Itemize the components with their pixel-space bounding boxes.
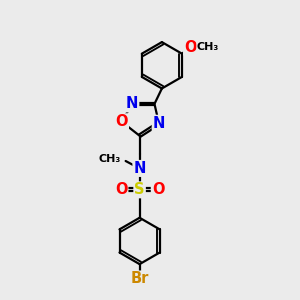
Text: O: O bbox=[152, 182, 164, 197]
Text: N: N bbox=[126, 96, 138, 111]
Text: O: O bbox=[184, 40, 197, 55]
Text: CH₃: CH₃ bbox=[197, 42, 219, 52]
Text: S: S bbox=[134, 182, 145, 197]
Text: Br: Br bbox=[130, 272, 149, 286]
Text: N: N bbox=[134, 161, 146, 176]
Text: N: N bbox=[153, 116, 165, 131]
Text: O: O bbox=[116, 114, 128, 129]
Text: O: O bbox=[115, 182, 128, 197]
Text: CH₃: CH₃ bbox=[99, 154, 121, 164]
